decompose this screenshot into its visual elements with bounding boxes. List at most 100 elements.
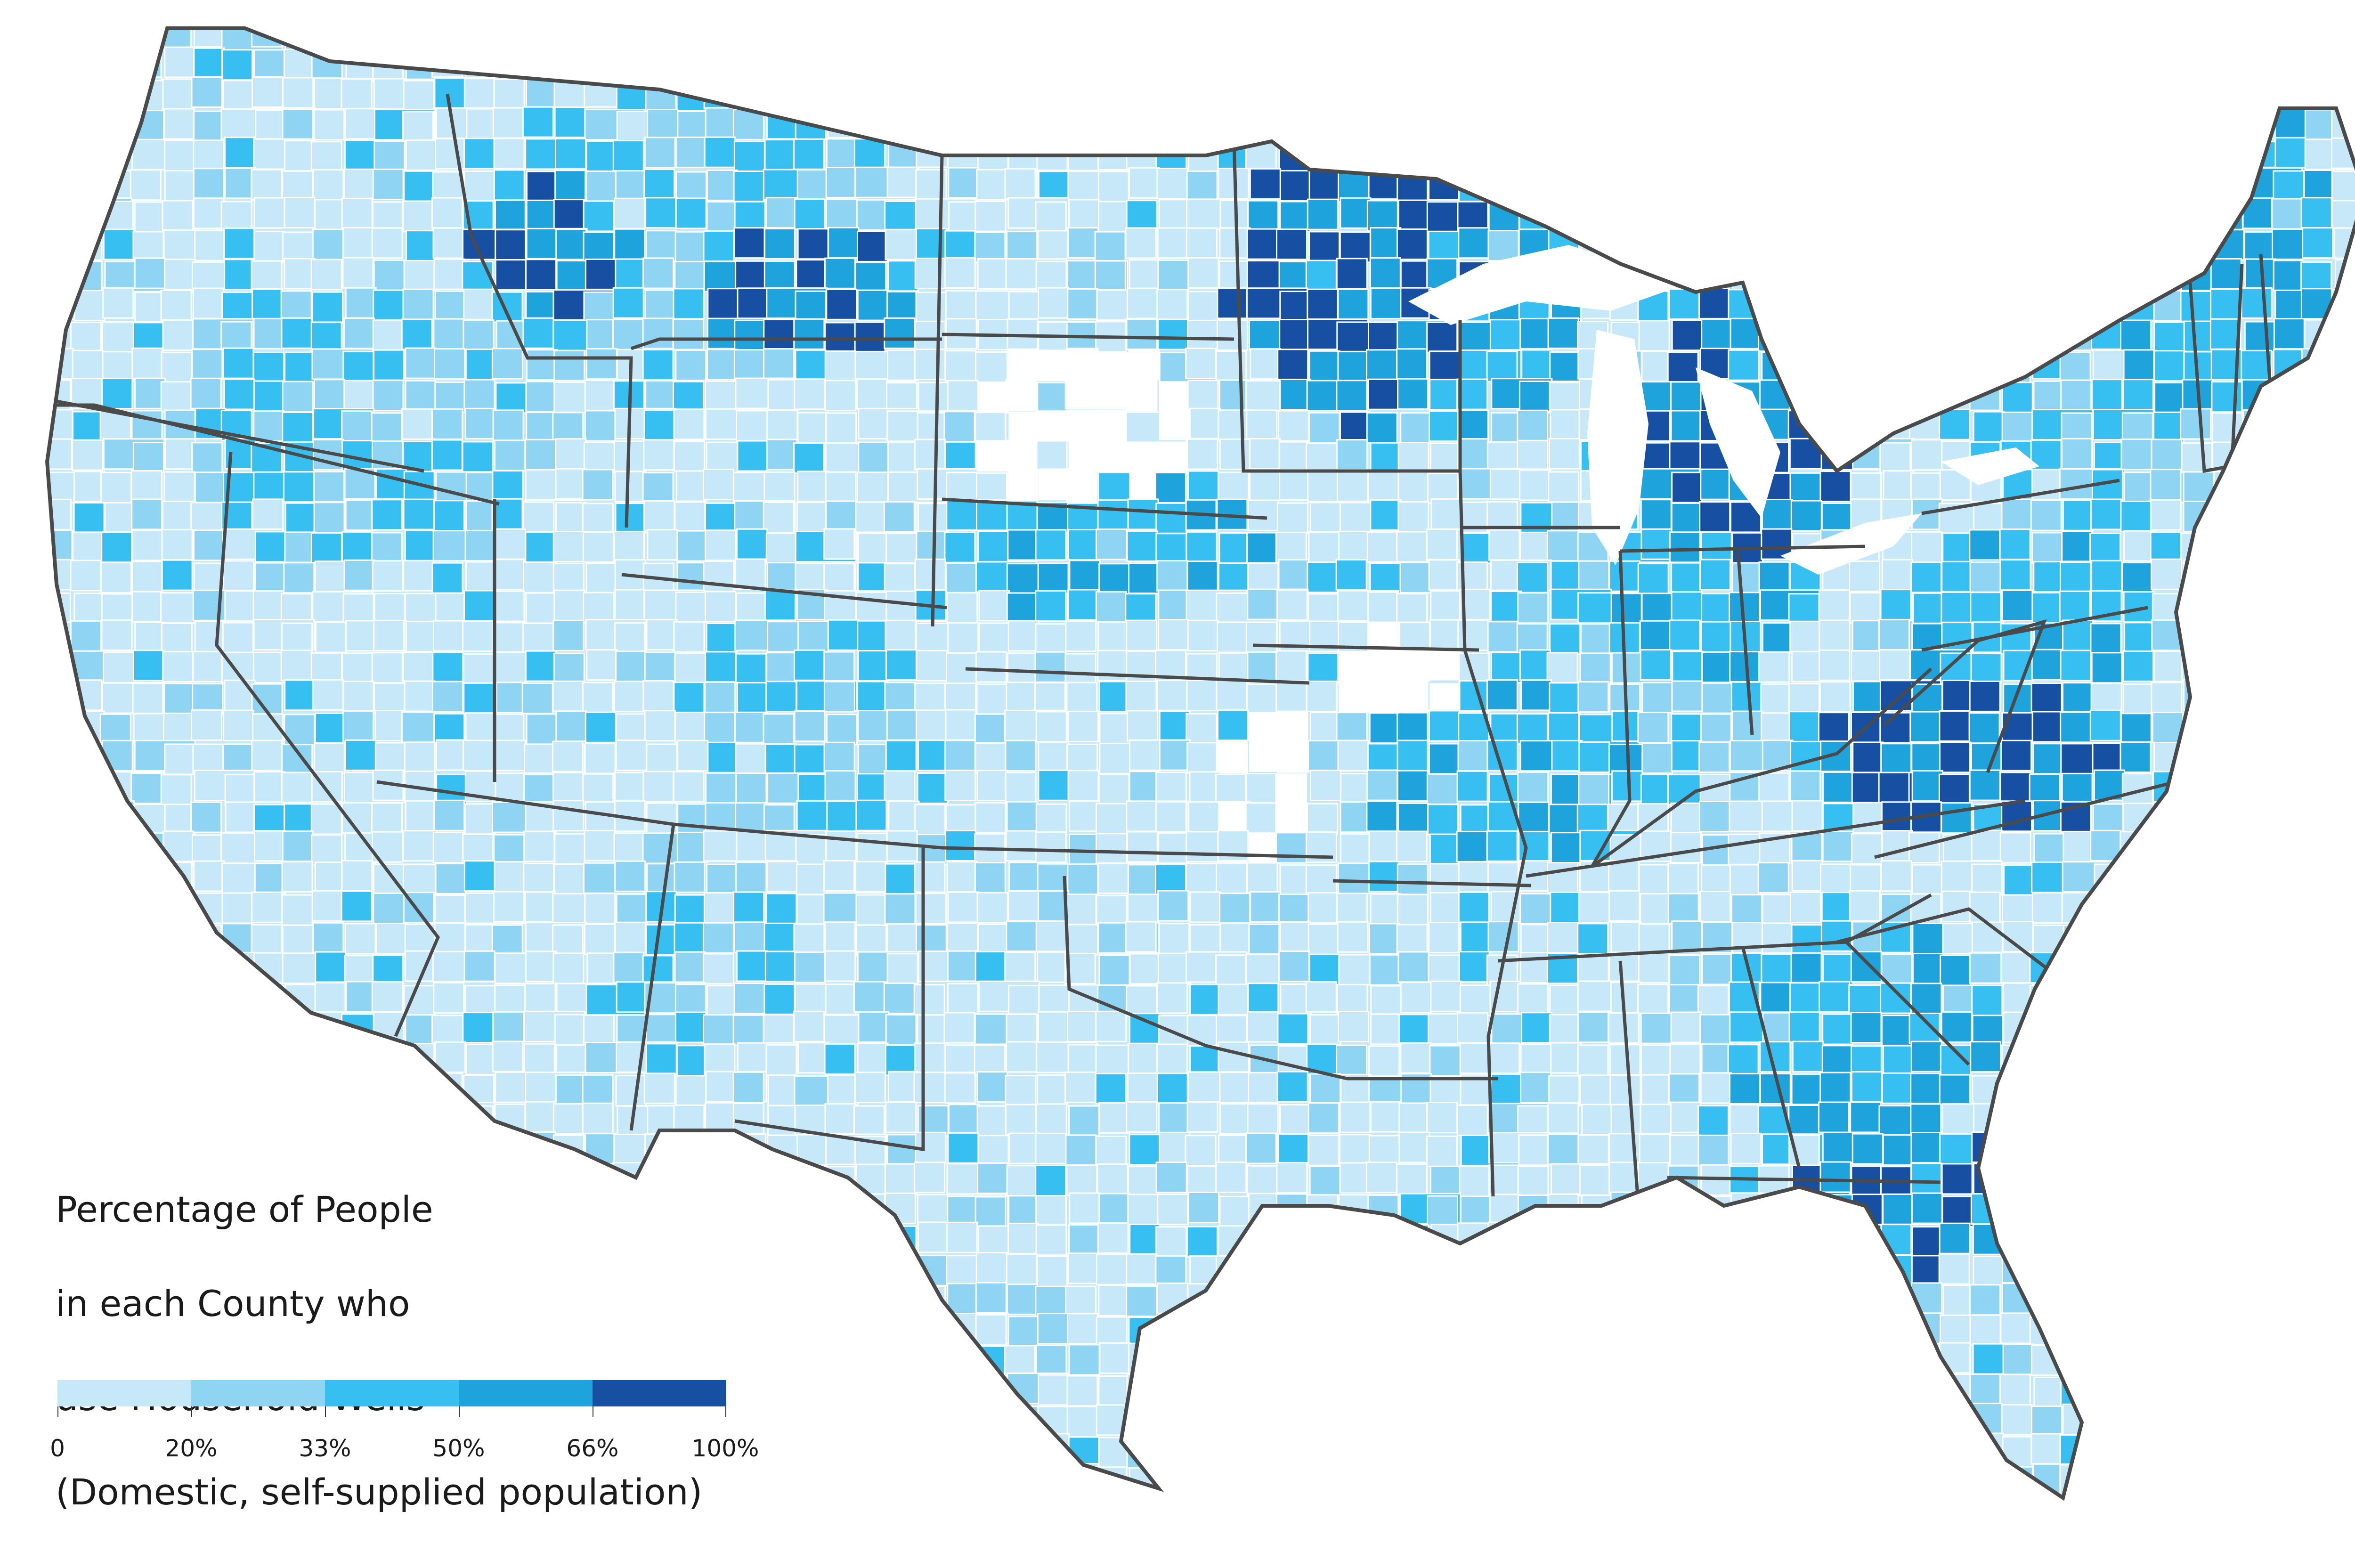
county-cell (1822, 1466, 1854, 1498)
county-cell (2303, 28, 2335, 48)
county-cell (2031, 1495, 2094, 1498)
county-cell (1125, 593, 1157, 625)
county-cell (1276, 107, 1338, 139)
county-cell (2091, 1377, 2123, 1409)
county-cell (2180, 743, 2212, 775)
county-cell (1276, 711, 1308, 743)
county-cell (1790, 49, 1822, 81)
county-cell (1790, 740, 1822, 772)
county-cell (2002, 46, 2034, 78)
county-cell (1939, 289, 1971, 320)
county-cell (1610, 1283, 1642, 1315)
county-cell (47, 231, 72, 263)
county-cell (2152, 1313, 2184, 1345)
county-cell (767, 1074, 799, 1106)
county-cell (584, 742, 616, 774)
county-cell (886, 1134, 918, 1166)
county-cell (1550, 832, 1582, 864)
county-cell (1699, 1345, 1762, 1376)
county-cell (463, 950, 495, 982)
county-cell (1128, 562, 1160, 594)
county-cell (826, 1373, 888, 1406)
county-cell (2183, 1105, 2215, 1137)
county-cell (1097, 28, 1129, 49)
county-cell (71, 170, 103, 202)
county-cell (1246, 862, 1278, 894)
county-cell (251, 924, 283, 956)
county-cell (794, 1191, 826, 1223)
county-cell (1245, 80, 1277, 112)
county-cell (2151, 682, 2183, 714)
county-cell (1758, 772, 1790, 804)
county-cell (765, 197, 797, 229)
county-cell (1279, 201, 1311, 233)
county-cell (1186, 170, 1218, 202)
county-cell (827, 1223, 859, 1255)
county-cell (1158, 1402, 1190, 1434)
county-cell (73, 502, 105, 534)
county-cell (1428, 559, 1460, 591)
county-cell (1005, 739, 1037, 772)
county-cell (1336, 49, 1368, 81)
county-cell (2211, 653, 2243, 685)
border-mississippi-river (1458, 320, 1528, 1197)
county-cell (2033, 1376, 2065, 1408)
county-cell (224, 137, 256, 169)
county-cell (1791, 860, 1823, 892)
county-cell (1188, 1406, 1219, 1438)
county-cell (2332, 1255, 2355, 1287)
county-cell (2243, 1103, 2275, 1135)
county-cell (1188, 1192, 1220, 1223)
county-cell (676, 530, 708, 562)
county-cell (1038, 769, 1070, 801)
county-cell (646, 743, 678, 775)
county-cell (1939, 197, 1971, 229)
county-cell (1249, 712, 1281, 744)
county-cell (585, 140, 617, 172)
county-cell (73, 48, 105, 80)
county-cell (765, 893, 797, 925)
county-cell (2302, 952, 2334, 984)
county-cell (1185, 348, 1217, 379)
county-cell (764, 139, 796, 171)
county-cell (1971, 199, 2002, 231)
county-cell (164, 804, 196, 836)
county-cell (1640, 528, 1673, 560)
county-cell (1730, 1527, 1760, 1558)
county-cell (2273, 864, 2305, 896)
county-cell (2123, 1162, 2155, 1194)
county-cell (2152, 830, 2184, 862)
county-cell (374, 742, 406, 774)
county-cell (1247, 499, 1279, 531)
county-cell (221, 980, 253, 1012)
county-cell (884, 1467, 915, 1498)
county-cell (823, 563, 855, 595)
county-cell (280, 1105, 312, 1137)
county-cell (1429, 379, 1461, 411)
county-cell (646, 618, 678, 650)
county-cell (1189, 891, 1221, 923)
county-cell (823, 1285, 855, 1316)
county-cell (2123, 591, 2155, 623)
county-cell (1398, 650, 1430, 682)
county-cell (2272, 1344, 2304, 1376)
county-cell (1340, 411, 1371, 443)
county-cell (1156, 1043, 1188, 1075)
county-cell (1426, 1344, 1458, 1376)
county-cell (1277, 1316, 1309, 1348)
county-cell (2091, 1437, 2123, 1469)
county-cell (163, 1040, 226, 1072)
county-cell (1276, 1193, 1307, 1225)
county-cell (645, 28, 677, 48)
county-cell (1521, 1012, 1553, 1044)
county-cell (2152, 201, 2184, 233)
county-cell (1189, 924, 1221, 956)
county-cell (72, 439, 104, 471)
county-cell (193, 139, 225, 171)
county-cell (434, 348, 465, 380)
county-cell (2331, 980, 2355, 1012)
county-cell (193, 47, 225, 79)
county-cell (1730, 1406, 1762, 1438)
county-cell (914, 861, 946, 893)
county-cell (1849, 592, 1881, 624)
